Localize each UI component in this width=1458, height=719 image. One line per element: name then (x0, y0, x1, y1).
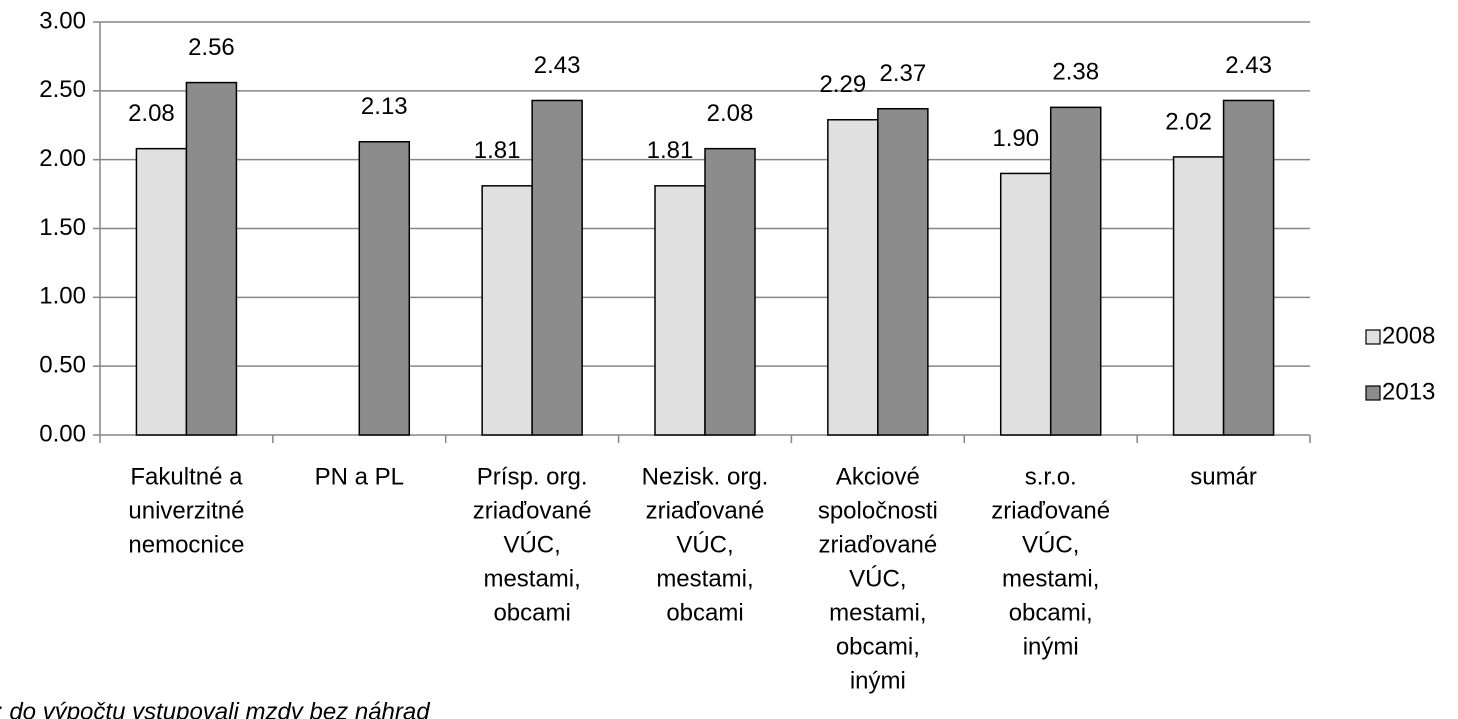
y-tick-label: 1.50 (39, 214, 86, 241)
value-label: 2.02 (1165, 108, 1212, 135)
legend-label: 2008 (1382, 322, 1435, 349)
x-tick-label: VÚC, (1022, 531, 1079, 558)
y-tick-label: 1.00 (39, 283, 86, 310)
x-tick-label: mestami, (483, 565, 580, 592)
x-tick-label: univerzitné (128, 497, 244, 524)
legend-swatch (1365, 329, 1381, 345)
value-label: 2.37 (879, 60, 926, 87)
bar (1172, 156, 1225, 436)
x-tick-label: obcami (666, 599, 743, 626)
bar (877, 107, 929, 436)
x-tick-label: inými (850, 667, 906, 694)
value-label: 1.81 (474, 137, 521, 164)
x-tick-label: spoločnosti (818, 497, 938, 524)
x-tick-label: VÚC, (849, 565, 906, 592)
value-label: 2.38 (1052, 59, 1099, 86)
bar (827, 118, 879, 436)
y-tick-label: 2.50 (39, 76, 86, 103)
value-label: 1.81 (647, 137, 694, 164)
x-tick-label: obcami, (836, 633, 920, 660)
x-tick-label: mestami, (656, 565, 753, 592)
x-tick-label: zriaďované (646, 497, 765, 524)
x-tick-label: nemocnice (128, 531, 244, 558)
value-label: 2.43 (1225, 52, 1272, 79)
bar (654, 185, 706, 436)
bar (1049, 106, 1102, 436)
x-tick-label: s.r.o. (1025, 463, 1077, 490)
value-label: 2.08 (128, 100, 175, 127)
bar (704, 147, 756, 436)
x-tick-label: PN a PL (315, 463, 404, 490)
x-tick-label: Fakultné a (130, 463, 243, 490)
value-label: 2.13 (361, 93, 408, 120)
y-tick-label: 3.00 (39, 7, 86, 34)
legend-swatch (1365, 385, 1381, 401)
value-label: 2.56 (188, 34, 235, 61)
bar (185, 81, 238, 436)
value-label: 2.08 (707, 100, 754, 127)
value-label: 1.90 (992, 125, 1039, 152)
x-tick-label: mestami, (1002, 565, 1099, 592)
y-tick-label: 0.50 (39, 352, 86, 379)
y-tick-label: 2.00 (39, 145, 86, 172)
x-tick-label: Nezisk. org. (642, 463, 769, 490)
bar (135, 147, 188, 436)
x-tick-label: zriaďované (473, 497, 592, 524)
y-tick-label: 0.00 (39, 420, 86, 447)
x-tick-label: obcami, (1009, 599, 1093, 626)
x-tick-label: sumár (1190, 463, 1257, 490)
x-tick-label: VÚC, (676, 531, 733, 558)
x-tick-label: obcami (493, 599, 570, 626)
value-label: 2.43 (534, 52, 581, 79)
x-tick-label: inými (1023, 633, 1079, 660)
x-tick-label: mestami, (829, 599, 926, 626)
bar (1222, 99, 1275, 436)
bar (358, 141, 411, 436)
x-tick-label: VÚC, (503, 531, 560, 558)
bar (999, 172, 1052, 436)
legend-label: 2013 (1382, 378, 1435, 405)
x-tick-label: Prísp. org. (477, 463, 588, 490)
x-tick-label: Akciové (836, 463, 920, 490)
x-tick-label: zriaďované (991, 497, 1110, 524)
bar (531, 99, 583, 436)
bar (481, 185, 533, 436)
x-tick-label: zriaďované (818, 531, 937, 558)
value-label: 2.29 (819, 71, 866, 98)
footnote: : do výpočtu vstupovali mzdy bez náhrad (0, 698, 430, 719)
